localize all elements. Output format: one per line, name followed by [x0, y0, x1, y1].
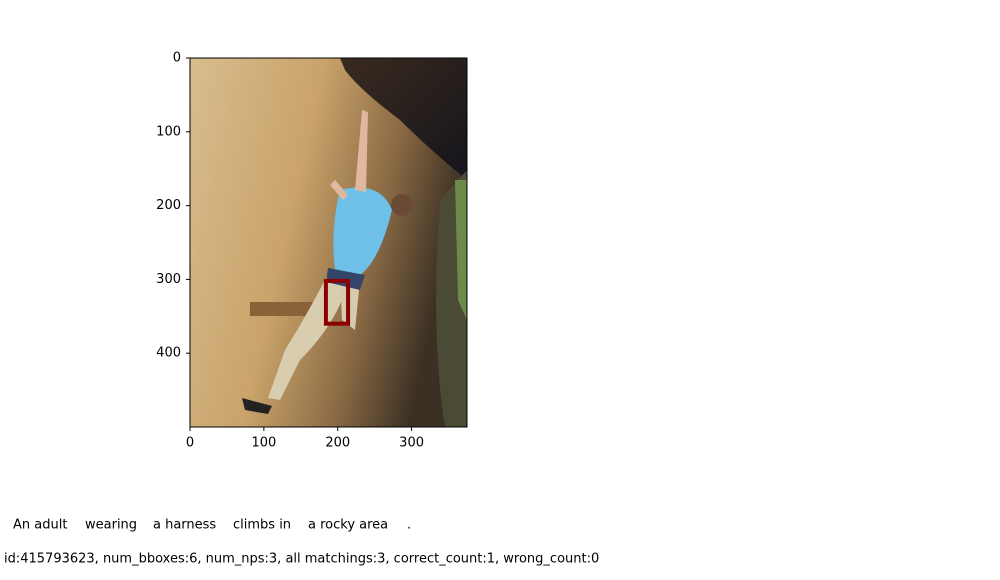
bounding-box: [323, 278, 351, 326]
caption-phrase: .: [407, 518, 411, 533]
x-tick-label: 300: [399, 436, 424, 451]
y-tick-label: 400: [156, 346, 181, 361]
caption-phrase: a rocky area: [308, 518, 388, 533]
x-tick-label: 200: [325, 436, 350, 451]
y-tick-label: 100: [156, 124, 181, 139]
y-tick-label: 200: [156, 198, 181, 213]
caption-phrase: a harness: [153, 518, 216, 533]
x-tick-label: 0: [186, 436, 194, 451]
caption-phrase: An adult: [13, 518, 67, 533]
y-tick-label: 0: [173, 51, 181, 66]
x-tick-label: 100: [251, 436, 276, 451]
y-tick-label: 300: [156, 272, 181, 287]
photo: [190, 58, 467, 427]
footer: id:415793623, num_bboxes:6, num_nps:3, a…: [4, 552, 599, 567]
caption-phrase: climbs in: [233, 518, 291, 533]
axes-frame: [189, 57, 468, 428]
caption-phrase: wearing: [85, 518, 137, 533]
